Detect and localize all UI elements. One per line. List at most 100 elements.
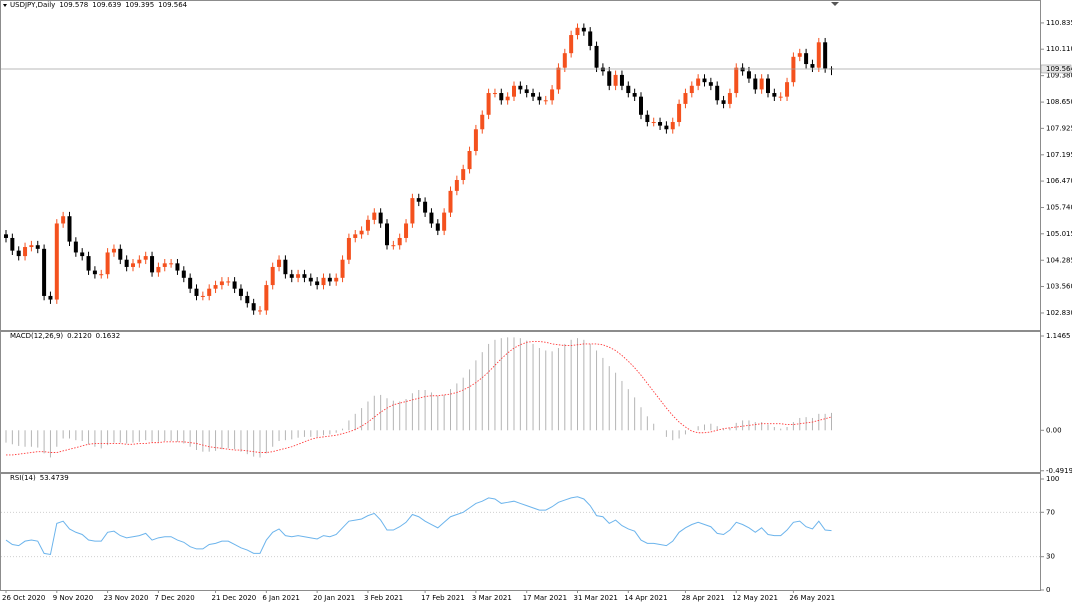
candle-body	[772, 93, 777, 97]
y-tick-label: 105.015	[1046, 230, 1072, 238]
candle-body	[708, 82, 713, 86]
candle-body	[207, 288, 212, 296]
bid-label: 109.564	[1046, 65, 1072, 73]
candle-body	[740, 67, 745, 72]
candle-body	[29, 245, 34, 248]
candle-body	[543, 100, 548, 102]
candle-body	[594, 45, 599, 68]
x-tick-label: 23 Nov 2020	[104, 594, 149, 602]
y-tick-label: 1.1465	[1046, 332, 1071, 340]
candle-body	[283, 259, 288, 275]
candle-body	[658, 122, 663, 126]
candle-body	[200, 295, 205, 297]
candle-body	[346, 237, 351, 260]
candle-body	[143, 256, 148, 260]
candle-body	[734, 67, 739, 94]
candle-body	[600, 67, 605, 72]
candle-body	[315, 281, 320, 286]
candle-body	[16, 250, 21, 257]
candle-body	[689, 85, 694, 94]
x-tick-label: 3 Mar 2021	[472, 594, 512, 602]
title-value: 53.4739	[40, 474, 69, 482]
candle-body	[619, 74, 624, 86]
candle-body	[118, 248, 123, 260]
candle-body	[175, 263, 180, 271]
x-tick-label: 26 May 2021	[789, 594, 835, 602]
candle-body	[105, 252, 110, 275]
candle-body	[492, 93, 497, 95]
candle-body	[759, 78, 764, 90]
title-text: USDJPY,Daily	[10, 1, 55, 9]
y-tick-label: 110.110	[1046, 45, 1072, 53]
candle-body	[797, 53, 802, 57]
menu-arrow	[3, 4, 7, 7]
signal-line	[6, 341, 832, 456]
candle-body	[823, 42, 828, 69]
x-tick-label: 17 Feb 2021	[421, 594, 465, 602]
y-tick-label: 70	[1046, 508, 1055, 516]
title-value: 109.578	[59, 1, 88, 9]
candle-body	[581, 27, 586, 32]
x-tick-label: 9 Nov 2020	[53, 594, 93, 602]
candle-body	[607, 71, 612, 86]
candle-body	[562, 53, 567, 68]
candle-body	[86, 256, 91, 271]
candle-body	[391, 245, 396, 247]
y-tick-label: 110.835	[1046, 19, 1072, 27]
x-tick-label: 26 Oct 2020	[2, 594, 45, 602]
candle-body	[35, 245, 40, 249]
candle-body	[442, 212, 447, 231]
candle-body	[385, 223, 389, 246]
rsi-line	[5, 496, 832, 556]
candle-body	[778, 96, 783, 98]
candle-body	[575, 27, 580, 36]
candle-body	[124, 259, 129, 267]
candle-body	[785, 82, 790, 97]
y-tick-label: 0	[1046, 586, 1050, 594]
title-value: 109.395	[125, 1, 154, 9]
indicator-title: MACD(12,26,9) 0.2120 0.1632	[10, 332, 120, 340]
candle-body	[302, 274, 307, 278]
candle-body	[518, 85, 523, 90]
candle-body	[804, 53, 809, 65]
candle-body	[213, 285, 218, 289]
candle-body	[219, 281, 224, 286]
y-tick-label: 106.470	[1046, 177, 1072, 185]
candle-body	[454, 179, 459, 191]
indicator-title: USDJPY,Daily 109.578 109.639 109.395 109.564	[10, 1, 188, 9]
candle-body	[340, 259, 345, 278]
candle-body	[289, 274, 294, 278]
title-value: 0.2120	[67, 332, 92, 340]
x-tick-label: 20 Jan 2021	[313, 594, 355, 602]
y-tick-label: 102.830	[1046, 309, 1072, 317]
title-value: 109.564	[158, 1, 187, 9]
candle-body	[746, 71, 751, 79]
candle-body	[651, 122, 656, 124]
macd-panel	[0, 331, 1041, 473]
indicator-title: RSI(14) 53.4739	[10, 474, 69, 482]
candle-body	[626, 85, 631, 94]
candle-body	[4, 234, 8, 238]
x-tick-label: 17 Mar 2021	[523, 594, 567, 602]
candle-body	[10, 237, 15, 251]
title-text: RSI(14)	[10, 474, 36, 482]
x-tick-label: 28 Apr 2021	[681, 594, 724, 602]
candle-body	[550, 89, 555, 101]
candle-body	[512, 85, 516, 97]
title-value: 109.639	[92, 1, 121, 9]
candle-body	[721, 100, 726, 104]
y-tick-label: 100	[1046, 475, 1059, 483]
candle-body	[588, 31, 593, 46]
candle-body	[245, 295, 250, 304]
candle-body	[296, 274, 301, 278]
candle-body	[359, 230, 364, 235]
candle-body	[327, 277, 332, 282]
candle-body	[169, 263, 174, 265]
candle-body	[816, 42, 821, 68]
candle-body	[486, 93, 491, 115]
x-tick-label: 14 Apr 2021	[624, 594, 667, 602]
x-tick-label: 7 Dec 2020	[154, 594, 194, 602]
candle-body	[365, 219, 370, 231]
x-tick-label: 12 May 2021	[732, 594, 778, 602]
